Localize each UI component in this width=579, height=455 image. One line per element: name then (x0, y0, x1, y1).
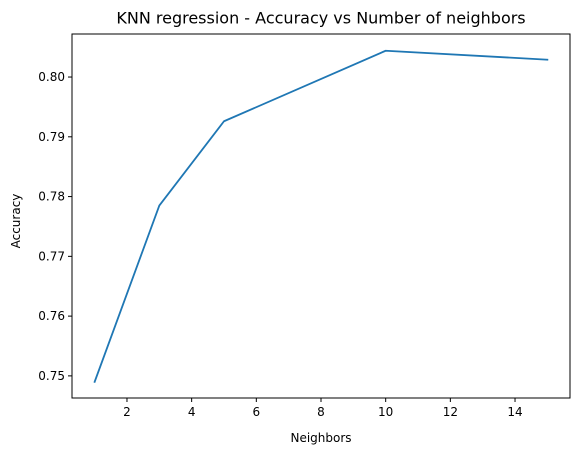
x-axis-label: Neighbors (290, 431, 351, 445)
x-tick-label: 2 (123, 405, 131, 419)
x-tick-label: 6 (253, 405, 261, 419)
x-tick-label: 4 (188, 405, 196, 419)
y-tick-label: 0.76 (38, 309, 65, 323)
y-tick-label: 0.78 (38, 190, 65, 204)
series-line-0 (93, 49, 549, 384)
y-tick-label: 0.77 (38, 249, 65, 263)
plot-area: 2 4 6 8 10 12 14 0.75 0.76 0.77 0.78 0.79 0.80 (38, 33, 571, 419)
x-tick-label: 8 (317, 405, 325, 419)
x-tick-label: 14 (507, 405, 522, 419)
plot-frame (71, 33, 571, 399)
y-tick-label: 0.79 (38, 130, 65, 144)
x-tick-label: 12 (443, 405, 458, 419)
chart-title: KNN regression - Accuracy vs Number of n… (116, 9, 525, 28)
x-tick-label: 10 (378, 405, 393, 419)
y-tick-label: 0.80 (38, 70, 65, 84)
y-axis-label: Accuracy (9, 194, 23, 249)
y-tick-label: 0.75 (38, 369, 65, 383)
